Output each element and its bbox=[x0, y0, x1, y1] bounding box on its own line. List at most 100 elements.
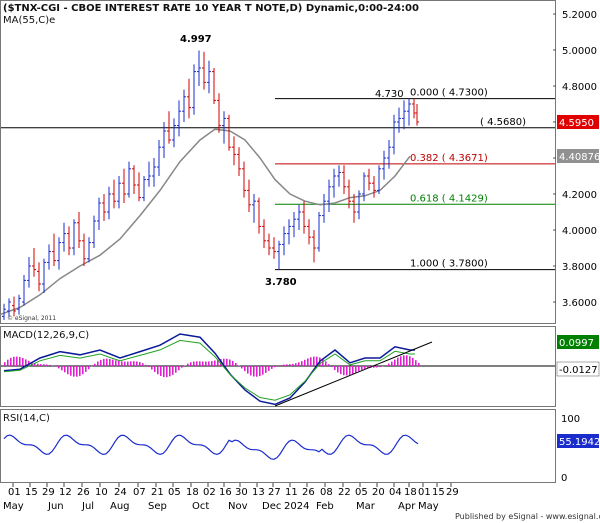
x-month-label: Dec bbox=[262, 501, 281, 512]
macd-histogram-bar bbox=[376, 366, 378, 368]
ohlc-bar bbox=[152, 158, 156, 187]
ohlc-bar bbox=[372, 176, 376, 198]
macd-histogram-bar bbox=[130, 361, 132, 366]
ohlc-bar bbox=[272, 237, 276, 259]
x-month-label: May bbox=[3, 501, 24, 512]
x-day-label: 15 bbox=[432, 487, 445, 498]
ohlc-bar bbox=[212, 68, 216, 104]
macd-histogram-bar bbox=[289, 364, 291, 366]
macd-histogram-bar bbox=[313, 356, 315, 366]
x-day-label: 05 bbox=[168, 487, 181, 498]
ohlc-bar bbox=[292, 212, 296, 238]
x-month-label: Jun bbox=[47, 501, 64, 512]
macd-histogram-bar bbox=[361, 366, 363, 370]
ohlc-bar bbox=[87, 237, 91, 263]
macd-histogram-bar bbox=[4, 362, 6, 366]
macd-histogram-bar bbox=[388, 363, 390, 366]
footer-text: Published by eSignal - www.esignal.com bbox=[455, 512, 600, 521]
ohlc-bar bbox=[92, 215, 96, 248]
x-day-label: 30 bbox=[235, 487, 248, 498]
x-day-label: 18 bbox=[404, 487, 417, 498]
ohlc-bar bbox=[277, 240, 281, 270]
x-month-label: Oct bbox=[192, 501, 209, 512]
x-month-label: Jul bbox=[81, 501, 94, 512]
rsi-line bbox=[3, 434, 419, 460]
macd-histogram-bar bbox=[61, 366, 63, 371]
ma-label: MA(55,C)e bbox=[3, 15, 55, 26]
ohlc-bar bbox=[342, 165, 346, 194]
support-label: ( 4.5680) bbox=[480, 117, 526, 128]
macd-histogram-bar bbox=[217, 359, 219, 366]
macd-histogram-bar bbox=[124, 361, 126, 366]
macd-histogram-bar bbox=[187, 363, 189, 366]
macd-histogram-bar bbox=[145, 364, 147, 366]
x-day-label: 13 bbox=[252, 487, 265, 498]
macd-histogram-bar bbox=[391, 361, 393, 366]
macd-histogram-bar bbox=[400, 356, 402, 366]
macd-histogram-bar bbox=[175, 366, 177, 373]
macd-histogram-bar bbox=[22, 358, 24, 366]
macd-histogram-bar bbox=[115, 360, 117, 366]
ohlc-bar bbox=[52, 233, 56, 266]
macd-histogram-bar bbox=[346, 366, 348, 376]
macd-histogram-bar bbox=[172, 366, 174, 375]
macd-histogram-bar bbox=[295, 363, 297, 366]
macd-histogram-bar bbox=[19, 357, 21, 366]
macd-histogram-bar bbox=[286, 364, 288, 366]
macd-histogram-bar bbox=[235, 363, 237, 366]
ohlc-bar bbox=[222, 111, 226, 144]
macd-histogram-bar bbox=[403, 355, 405, 366]
macd-histogram-bar bbox=[355, 366, 357, 373]
x-day-label: 22 bbox=[338, 487, 351, 498]
fib-levels: ( 4.5680) 0.000 ( 4.7300) 0.382 ( 4.3671) 0… bbox=[1, 88, 555, 271]
macd-histogram-bar bbox=[220, 359, 222, 366]
ohlc-bar bbox=[322, 194, 326, 223]
macd-histogram-bar bbox=[322, 359, 324, 366]
macd-histogram-bar bbox=[304, 359, 306, 366]
macd-histogram-bar bbox=[253, 366, 255, 377]
ohlc-bar bbox=[57, 237, 61, 270]
ohlc-bar bbox=[337, 165, 341, 187]
fib-top-annotation: 4.730 bbox=[375, 89, 404, 100]
ohlc-bar bbox=[172, 118, 176, 148]
macd-histogram-bar bbox=[160, 366, 162, 377]
moving-average bbox=[0, 128, 411, 316]
ohlc-bar bbox=[312, 230, 316, 263]
macd-histogram-bar bbox=[280, 365, 282, 366]
ohlc-bar bbox=[307, 219, 311, 245]
x-day-label: 08 bbox=[320, 487, 333, 498]
macd-histogram-bar bbox=[208, 361, 210, 366]
macd-histogram-bar bbox=[121, 361, 123, 366]
ohlc-bar bbox=[62, 222, 66, 252]
ohlc-bar bbox=[142, 176, 146, 202]
macd-histogram-bar bbox=[223, 358, 225, 366]
macd-panel-frame bbox=[0, 326, 556, 407]
macd-histogram-bar bbox=[154, 366, 156, 372]
x-day-label: 29 bbox=[446, 487, 459, 498]
ohlc-bar bbox=[247, 179, 251, 212]
rsi-panel-frame bbox=[0, 409, 556, 483]
macd-histogram-bar bbox=[307, 358, 309, 366]
x-day-label: 04 bbox=[389, 487, 402, 498]
macd-histogram-bar bbox=[406, 355, 408, 366]
x-day-label: 12 bbox=[59, 487, 72, 498]
macd-histogram-bar bbox=[196, 361, 198, 366]
macd-histogram-bar bbox=[157, 366, 159, 375]
ohlc-bar bbox=[362, 172, 366, 202]
macd-histogram-bar bbox=[385, 365, 387, 366]
low-annotation: 3.780 bbox=[265, 277, 297, 288]
macd-histogram-bar bbox=[58, 366, 60, 369]
macd-histogram-bar bbox=[13, 356, 15, 366]
x-month-label: 2024 bbox=[284, 501, 309, 512]
macd-histogram-bar bbox=[271, 366, 273, 369]
rsi-value-box bbox=[557, 434, 599, 448]
ohlc-bar bbox=[127, 161, 131, 198]
macd-histogram-bar bbox=[274, 366, 276, 368]
macd-histogram-bar bbox=[40, 364, 42, 366]
macd-histogram-bar bbox=[241, 366, 243, 369]
ma-value-box bbox=[557, 149, 599, 163]
macd-histogram-bar bbox=[109, 358, 111, 366]
macd-histogram-bar bbox=[199, 361, 201, 366]
ohlc-bar bbox=[167, 111, 171, 144]
ohlc-bar bbox=[182, 89, 186, 122]
